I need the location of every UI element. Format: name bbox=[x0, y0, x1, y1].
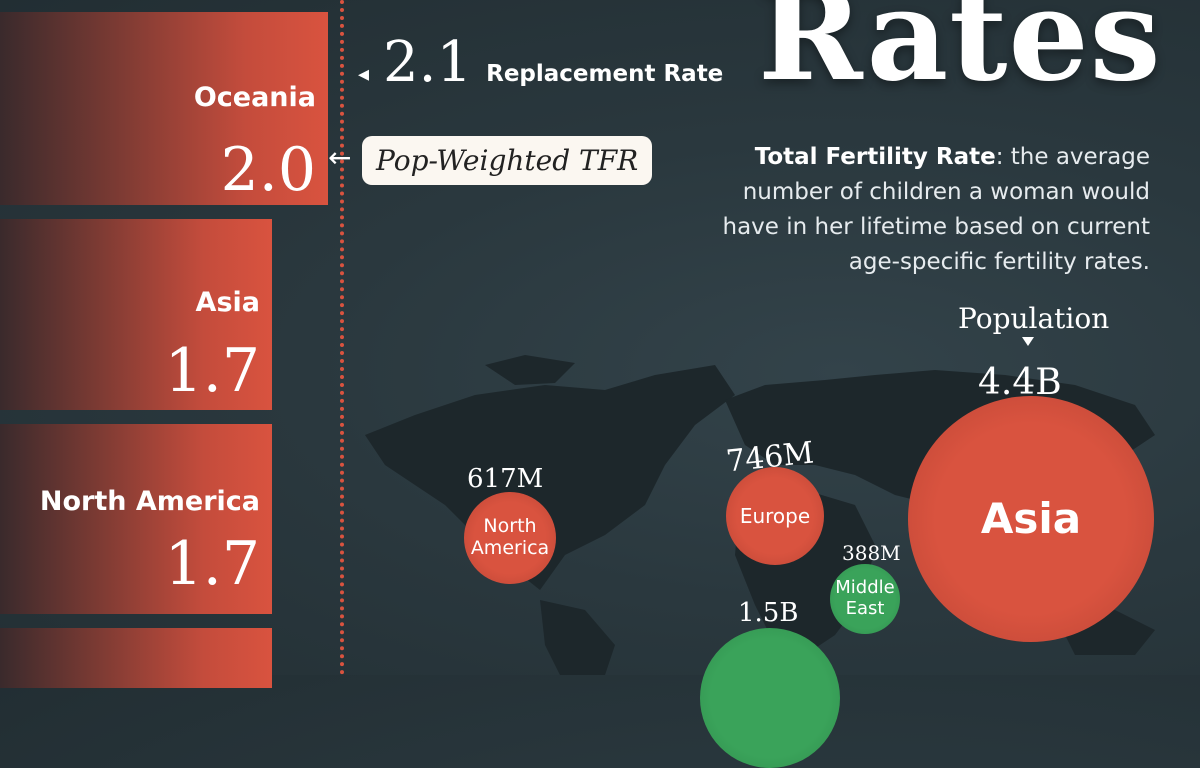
tag-arrow-icon: ← bbox=[328, 141, 352, 174]
bar-label-asia: Asia bbox=[195, 287, 260, 318]
pop-label-north-america: 617M bbox=[467, 464, 544, 494]
bubble-label-middle-east: Middle East bbox=[835, 577, 895, 619]
bubble-africa bbox=[700, 628, 840, 768]
definition-text: Total Fertility Rate: the average number… bbox=[712, 140, 1151, 280]
bar-oceania: Oceania 2.0 bbox=[0, 12, 328, 205]
definition-term: Total Fertility Rate bbox=[754, 144, 996, 170]
bar-label-north-america: North America bbox=[39, 486, 260, 517]
population-header: Population bbox=[958, 302, 1110, 335]
page-title: Rates bbox=[758, 0, 1162, 109]
replacement-rate-line bbox=[340, 0, 344, 675]
bubble-europe: Europe bbox=[726, 467, 824, 565]
bubble-label-europe: Europe bbox=[739, 503, 811, 528]
bubble-middle-east: Middle East bbox=[830, 564, 900, 634]
bar-asia: Asia 1.7 bbox=[0, 219, 272, 410]
bar-label-oceania: Oceania bbox=[193, 82, 316, 113]
left-arrow-icon: ◂ bbox=[358, 62, 370, 87]
pop-weighted-tag: Pop-Weighted TFR bbox=[362, 136, 653, 185]
bubble-label-north-america: North America bbox=[470, 515, 550, 559]
bubble-asia: Asia bbox=[908, 396, 1154, 642]
bar-north-america: North America 1.7 bbox=[0, 424, 272, 614]
replacement-rate-label: Replacement Rate bbox=[486, 61, 724, 87]
down-triangle-icon bbox=[1022, 337, 1034, 346]
bar-next bbox=[0, 628, 272, 688]
bar-value-north-america: 1.7 bbox=[164, 529, 260, 599]
pop-label-africa: 1.5B bbox=[738, 598, 799, 628]
bubble-label-asia: Asia bbox=[980, 493, 1082, 543]
definition-body: : the average number of children a woman… bbox=[722, 144, 1151, 275]
bar-value-asia: 1.7 bbox=[164, 336, 260, 406]
pop-label-middle-east: 388M bbox=[842, 541, 901, 565]
bubble-north-america: North America bbox=[464, 492, 556, 584]
replacement-rate-value: 2.1 bbox=[383, 30, 473, 95]
replacement-rate-annotation: ◂ 2.1 Replacement Rate bbox=[358, 30, 723, 95]
bar-value-oceania: 2.0 bbox=[220, 135, 316, 205]
